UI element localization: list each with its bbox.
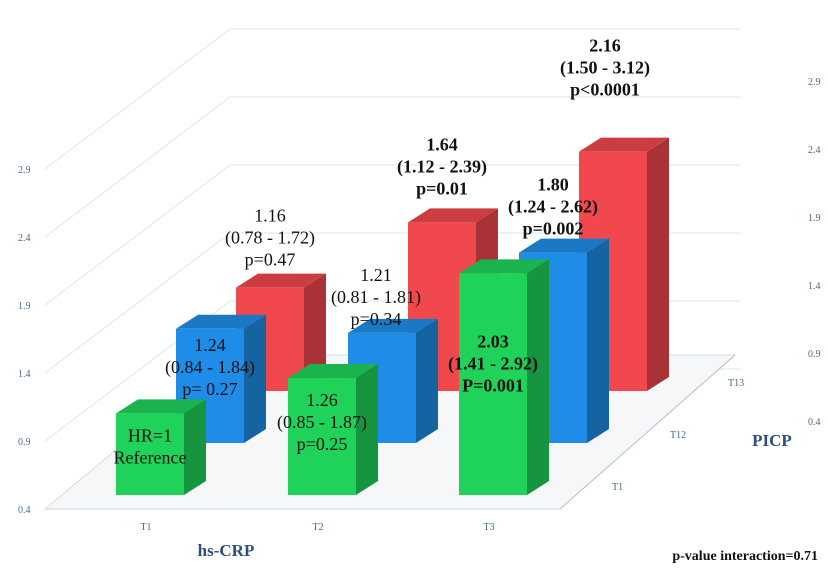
data-label: p=0.34	[351, 309, 402, 329]
interaction-p-value: p-value interaction=0.71	[672, 549, 818, 564]
x-axis-title: hs-CRP	[198, 541, 255, 560]
bar	[176, 314, 266, 443]
y-tick-right: 2.9	[808, 77, 821, 88]
bar-side	[304, 273, 326, 391]
bar-top	[236, 273, 326, 288]
bar-side	[647, 137, 669, 391]
ticks: 0.4 0.4 0.9 0.9 1.4 1.4 1.9 1.9 2.4 2.4 2.9 2.9 T1 T2…	[18, 77, 821, 533]
data-label: HR=1	[128, 425, 172, 445]
bar-top	[579, 137, 669, 152]
y-tick-left: 2.9	[18, 165, 31, 176]
bar-top	[176, 314, 266, 329]
data-label: (1.12 - 2.39)	[397, 156, 487, 177]
bar-top	[519, 238, 609, 253]
data-label: p=0.25	[297, 434, 348, 454]
data-label: (0.84 - 1.84)	[165, 357, 255, 378]
bar-top	[408, 208, 498, 223]
x-tick-label: T3	[483, 522, 494, 533]
gridline	[44, 28, 231, 170]
depth-axis-title: PICP	[752, 431, 792, 450]
data-label: p=0.47	[245, 250, 296, 270]
data-label: 2.16	[589, 36, 621, 56]
data-label: (1.50 - 3.12)	[560, 58, 650, 79]
depth-axis-line	[559, 354, 736, 510]
y-tick-right: 1.9	[808, 213, 821, 224]
data-label: P=0.001	[462, 375, 524, 395]
y-tick-left: 0.9	[18, 437, 31, 448]
data-label: 1.24	[194, 335, 226, 355]
y-tick-right: 2.4	[808, 145, 821, 156]
depth-tick-label: T12	[670, 430, 686, 441]
y-tick-right: 0.4	[808, 417, 821, 428]
data-label: 1.64	[426, 134, 458, 154]
data-label: 1.21	[360, 265, 392, 285]
y-tick-left: 0.4	[18, 505, 31, 516]
bar	[288, 364, 378, 495]
bars	[116, 137, 669, 495]
bar-front	[459, 273, 527, 495]
data-label: Reference	[114, 447, 187, 467]
y-tick-right: 0.9	[808, 349, 821, 360]
bar-top	[348, 318, 438, 333]
depth-tick-label: T1	[612, 482, 623, 493]
data-label: (0.85 - 1.87)	[277, 412, 367, 433]
data-label: p=0.002	[523, 219, 584, 239]
y-tick-left: 1.9	[18, 301, 31, 312]
x-tick-label: T2	[312, 522, 323, 533]
bar-side	[356, 364, 378, 495]
bar-side	[587, 238, 609, 443]
x-tick-label: T1	[140, 522, 151, 533]
y-tick-left: 1.4	[18, 369, 31, 380]
bar-front	[116, 413, 184, 495]
bar	[459, 259, 549, 495]
y-tick-right: 1.4	[808, 281, 821, 292]
data-label: p<0.0001	[570, 80, 640, 100]
gridline	[44, 96, 231, 238]
bar-side	[416, 318, 438, 443]
data-label: 1.26	[306, 390, 338, 410]
data-label: p= 0.27	[182, 379, 237, 399]
data-label: (1.41 - 2.92)	[448, 353, 538, 374]
depth-tick-label: T13	[728, 378, 744, 389]
bar-top	[116, 399, 206, 414]
data-label: 1.80	[537, 175, 569, 195]
data-label: p=0.01	[416, 178, 468, 198]
bar-side	[527, 259, 549, 495]
y-tick-left: 2.4	[18, 233, 31, 244]
bar-top	[459, 259, 549, 274]
data-label: 2.03	[477, 331, 509, 351]
gridline	[44, 164, 231, 306]
data-label: (0.81 - 1.81)	[331, 287, 421, 308]
bar-side	[184, 399, 206, 495]
data-label: (1.24 - 2.62)	[508, 197, 598, 218]
bar	[116, 399, 206, 495]
bar-top	[288, 364, 378, 379]
data-label: 1.16	[254, 206, 286, 226]
bar-front	[288, 378, 356, 495]
bar-side	[244, 314, 266, 443]
data-label: (0.78 - 1.72)	[225, 228, 315, 249]
gridline	[44, 232, 231, 374]
